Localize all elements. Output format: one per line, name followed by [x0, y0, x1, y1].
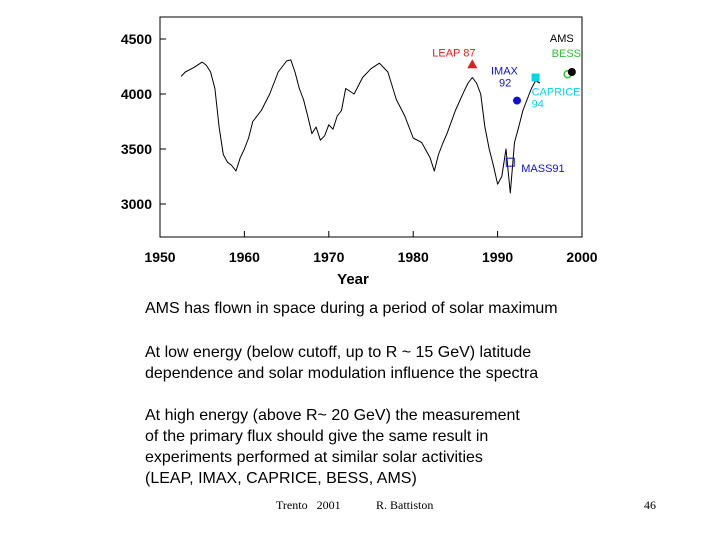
- marker-label: MASS91: [521, 163, 564, 175]
- y-tick-label: 4000: [121, 86, 152, 102]
- footer-location: Trento 2001: [276, 498, 341, 512]
- marker-point: [513, 96, 522, 105]
- footer-author: R. Battiston: [376, 498, 434, 512]
- x-axis-ticks: 1950 1960 1970 1980 1990 2000: [144, 231, 598, 265]
- plot-frame: [159, 16, 583, 238]
- statement-low-energy-line1: At low energy (below cutoff, up to R ~ 1…: [145, 344, 532, 361]
- x-tick-label: 1980: [398, 249, 429, 265]
- x-tick-label: 1960: [229, 249, 260, 265]
- marker-label: BESS: [552, 48, 581, 60]
- marker-point: [505, 157, 515, 167]
- statement-solar-maximum: AMS has flown in space during a period o…: [145, 300, 558, 317]
- statement-high-energy-line4: (LEAP, IMAX, CAPRICE, BESS, AMS): [145, 470, 417, 487]
- y-tick-label: 3500: [121, 141, 152, 157]
- marker-label: AMS: [550, 33, 574, 45]
- marker-point: [467, 59, 478, 69]
- marker-point: [531, 73, 540, 82]
- page-number: 46: [644, 498, 656, 512]
- x-tick-label: 2000: [566, 249, 597, 265]
- marker-label: CAPRICE 94: [532, 87, 581, 111]
- statement-low-energy-line2: dependence and solar modulation influenc…: [145, 365, 539, 382]
- x-tick-label: 1970: [313, 249, 344, 265]
- statement-high-energy-line3: experiments performed at similar solar a…: [145, 449, 483, 466]
- neutron-monitor-chart: 3000 3500 4000 4500 1950 1960 1970 1980 1990 200…: [121, 16, 598, 288]
- y-tick-label: 4500: [121, 31, 152, 47]
- series-group: [180, 59, 541, 194]
- series-line: [180, 59, 541, 194]
- x-tick-label: 1990: [482, 249, 513, 265]
- marker-label: LEAP 87: [432, 47, 475, 59]
- marker-group: LEAP 87 IMAX 92 CAPRICE 94 BESS AMS MASS91: [432, 33, 581, 175]
- statement-high-energy-line2: of the primary flux should give the same…: [145, 428, 489, 445]
- y-tick-label: 3000: [121, 196, 152, 212]
- y-axis-ticks: 3000 3500 4000 4500: [121, 31, 166, 212]
- x-axis-label: Year: [337, 271, 369, 288]
- x-tick-label: 1950: [144, 249, 175, 265]
- statement-high-energy-line1: At high energy (above R~ 20 GeV) the mea…: [145, 407, 520, 424]
- marker-label: IMAX 92: [491, 66, 519, 90]
- marker-point: [567, 68, 576, 76]
